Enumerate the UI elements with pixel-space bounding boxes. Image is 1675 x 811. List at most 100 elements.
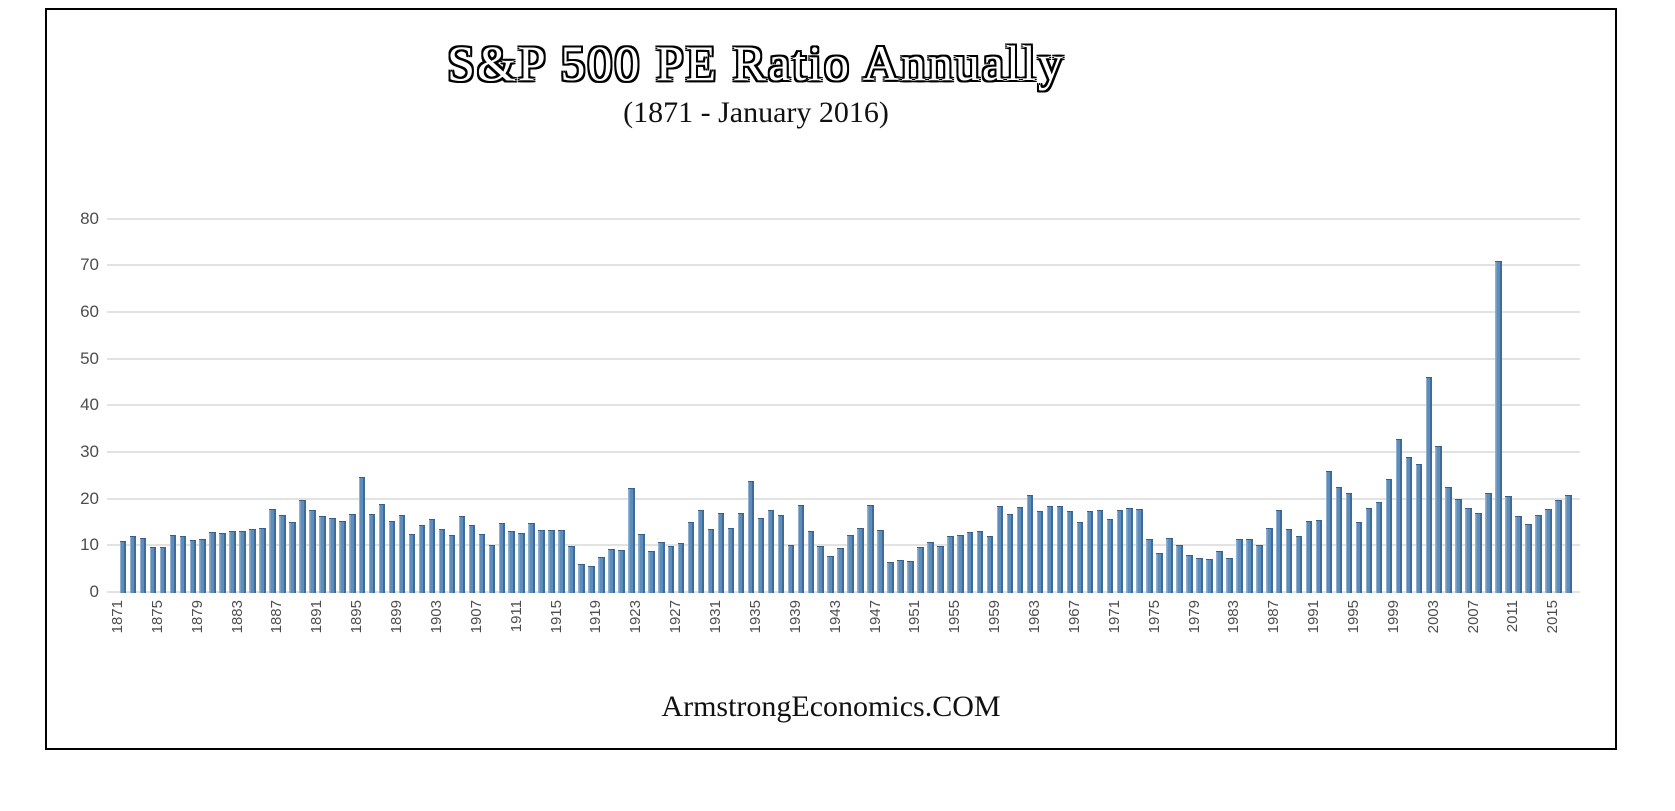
bar-1875 [159, 546, 167, 593]
y-axis-label-50: 50 [80, 348, 99, 368]
bar-1995 [1355, 521, 1363, 593]
x-axis-label-1891: 1891 [308, 600, 341, 633]
bar-1944 [847, 534, 854, 593]
chart-title: S&P 500 PE Ratio Annually [447, 35, 1065, 91]
x-axis-label-1991: 1991 [1305, 600, 1338, 633]
bar-1923 [638, 533, 645, 593]
x-axis-label-2015: 2015 [1544, 600, 1577, 633]
x-axis-label-text: 1915 [547, 600, 565, 634]
bar-1924 [648, 550, 655, 593]
x-axis-label-1939: 1939 [787, 600, 820, 633]
x-axis-label-text: 2003 [1424, 600, 1442, 634]
bar-1941 [817, 545, 824, 593]
bar-1913 [538, 530, 545, 593]
y-axis-label-70: 70 [80, 255, 99, 275]
bar-1976 [1166, 538, 1173, 593]
bar-1935 [757, 518, 765, 593]
x-axis-label-text: 1967 [1065, 600, 1083, 634]
y-axis-label-60: 60 [80, 301, 99, 321]
x-axis-label-2011: 2011 [1504, 600, 1536, 632]
bar-1893 [339, 520, 346, 593]
gridline-10 [107, 544, 1580, 547]
x-axis-label-text: 1891 [308, 600, 326, 634]
y-axis-label-10: 10 [80, 535, 99, 555]
y-axis-label-30: 30 [80, 441, 99, 461]
x-axis-label-text: 1923 [627, 600, 645, 634]
x-axis-label-1999: 1999 [1385, 600, 1418, 633]
title-block: S&P 500 PE Ratio Annually (1871 - Januar… [47, 34, 1615, 130]
bar-1880 [209, 532, 216, 593]
bar-1873 [139, 537, 147, 593]
bar-1871 [119, 540, 127, 593]
bar-1954 [947, 535, 954, 593]
bar-2015 [1555, 500, 1562, 593]
bar-1966 [1066, 510, 1074, 593]
bar-1900 [408, 533, 416, 593]
x-axis-label-text: 1887 [268, 600, 286, 634]
x-axis-label-text: 1987 [1265, 600, 1283, 634]
bar-1929 [697, 510, 705, 593]
bar-1919 [598, 556, 605, 593]
bar-1902 [428, 519, 436, 593]
bar-1992 [1325, 471, 1333, 593]
bar-1881 [219, 532, 226, 593]
y-axis-label-20: 20 [80, 488, 99, 508]
x-axis-label-1903: 1903 [428, 600, 461, 633]
bar-1938 [787, 545, 795, 593]
bar-1951 [917, 547, 924, 593]
bar-1979 [1196, 557, 1203, 593]
x-axis-label-1975: 1975 [1146, 600, 1179, 633]
x-axis-label-1931: 1931 [707, 600, 740, 633]
bar-1999 [1395, 439, 1403, 593]
bar-1907 [478, 533, 486, 593]
bar-1986 [1266, 527, 1273, 593]
x-axis-label-text: 1979 [1185, 600, 1203, 634]
bar-1990 [1305, 521, 1313, 593]
bar-1879 [199, 539, 206, 593]
bar-1930 [707, 529, 715, 593]
bar-1964 [1046, 506, 1054, 593]
bar-1963 [1036, 511, 1044, 593]
x-axis-label-text: 1995 [1344, 600, 1362, 634]
x-axis-label-1995: 1995 [1345, 600, 1378, 633]
x-axis-label-1923: 1923 [627, 600, 660, 633]
bar-2004 [1445, 486, 1452, 593]
bar-1958 [986, 535, 994, 593]
bar-1952 [927, 542, 934, 593]
x-axis-label-1887: 1887 [268, 600, 301, 633]
x-axis-label-1959: 1959 [986, 600, 1019, 633]
bar-1887 [279, 514, 286, 593]
bar-1899 [398, 514, 406, 593]
bar-1980 [1206, 559, 1213, 593]
bar-1905 [458, 515, 466, 593]
bar-1970 [1106, 518, 1114, 593]
bar-1981 [1216, 551, 1223, 593]
bar-1998 [1385, 479, 1393, 593]
y-axis-label-40: 40 [80, 395, 99, 415]
bar-2013 [1535, 514, 1542, 593]
bar-1911 [518, 533, 525, 593]
bar-1965 [1056, 506, 1064, 593]
x-axis-label-text: 2011 [1504, 600, 1522, 633]
y-axis-label-80: 80 [80, 208, 99, 228]
bar-1942 [827, 556, 834, 593]
x-axis-label-1879: 1879 [189, 600, 222, 633]
bar-1988 [1285, 528, 1293, 593]
bar-1945 [857, 528, 864, 593]
bar-2009 [1495, 261, 1502, 593]
bar-1973 [1136, 508, 1143, 593]
bar-1916 [568, 546, 575, 593]
bar-1892 [329, 517, 336, 593]
x-axis-label-1875: 1875 [149, 600, 182, 633]
bar-1977 [1176, 545, 1183, 593]
bar-1897 [378, 503, 386, 593]
x-axis-label-2003: 2003 [1425, 600, 1458, 633]
x-axis-label-1947: 1947 [867, 600, 900, 633]
bar-1932 [727, 528, 735, 593]
bar-1903 [438, 529, 446, 593]
bar-1904 [448, 534, 456, 593]
bar-1934 [747, 481, 755, 593]
bar-1878 [189, 540, 197, 593]
bar-2012 [1525, 524, 1532, 593]
bar-1943 [837, 548, 844, 593]
